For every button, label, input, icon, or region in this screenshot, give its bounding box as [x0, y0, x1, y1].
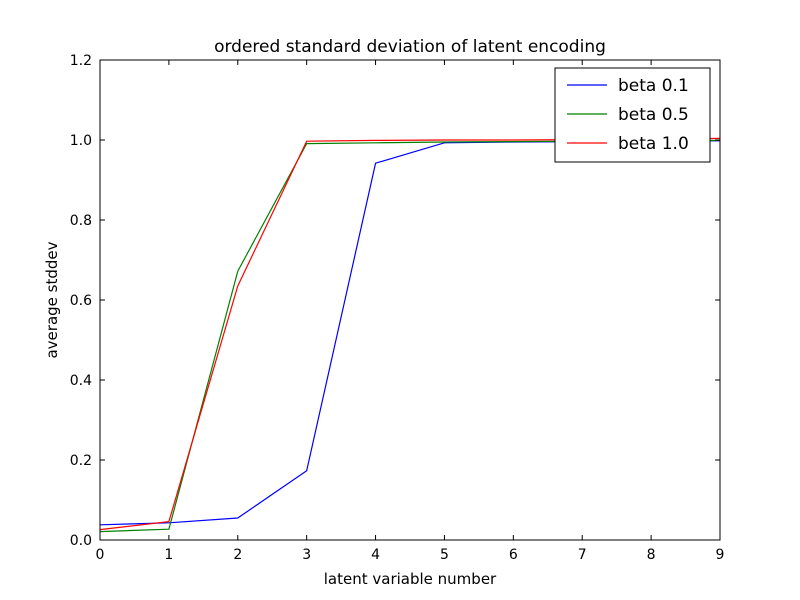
- y-tick-label: 1.2: [70, 53, 92, 69]
- x-tick-label: 1: [164, 547, 173, 563]
- series-line-1: [99, 140, 721, 526]
- x-tick-label: 7: [578, 547, 587, 563]
- legend-label: beta 0.1: [618, 76, 689, 96]
- series-line-3: [99, 137, 721, 531]
- y-tick-label: 0.6: [70, 293, 92, 309]
- legend: beta 0.1 beta 0.5 beta 1.0: [554, 67, 711, 163]
- chart-title: ordered standard deviation of latent enc…: [214, 37, 606, 57]
- x-tick-label: 2: [233, 547, 242, 563]
- x-tick-label: 4: [371, 547, 380, 563]
- y-tick-label: 1.0: [70, 133, 92, 149]
- x-tick-label: 3: [302, 547, 311, 563]
- plot-layer: [99, 137, 721, 533]
- x-axis-label: latent variable number: [324, 570, 497, 588]
- x-tick-label: 5: [440, 547, 449, 563]
- y-axis-label: average stddev: [43, 241, 61, 358]
- y-tick-label: 0.4: [70, 373, 92, 389]
- x-tick-label: 9: [716, 547, 725, 563]
- ticks-layer: 0 1 2 3 4 5 6 7 8 9 0.0 0.2 0.4 0.6 0.8 1.0 1.2: [70, 53, 725, 563]
- x-tick-label: 8: [647, 547, 656, 563]
- legend-label: beta 0.5: [618, 105, 689, 125]
- y-tick-label: 0.0: [70, 533, 92, 549]
- x-tick-label: 6: [509, 547, 518, 563]
- y-tick-label: 0.2: [70, 453, 92, 469]
- series-line-2: [99, 139, 721, 533]
- legend-label: beta 1.0: [618, 134, 689, 154]
- legend-box: [554, 67, 711, 163]
- x-tick-label: 0: [96, 547, 105, 563]
- y-tick-label: 0.8: [70, 213, 92, 229]
